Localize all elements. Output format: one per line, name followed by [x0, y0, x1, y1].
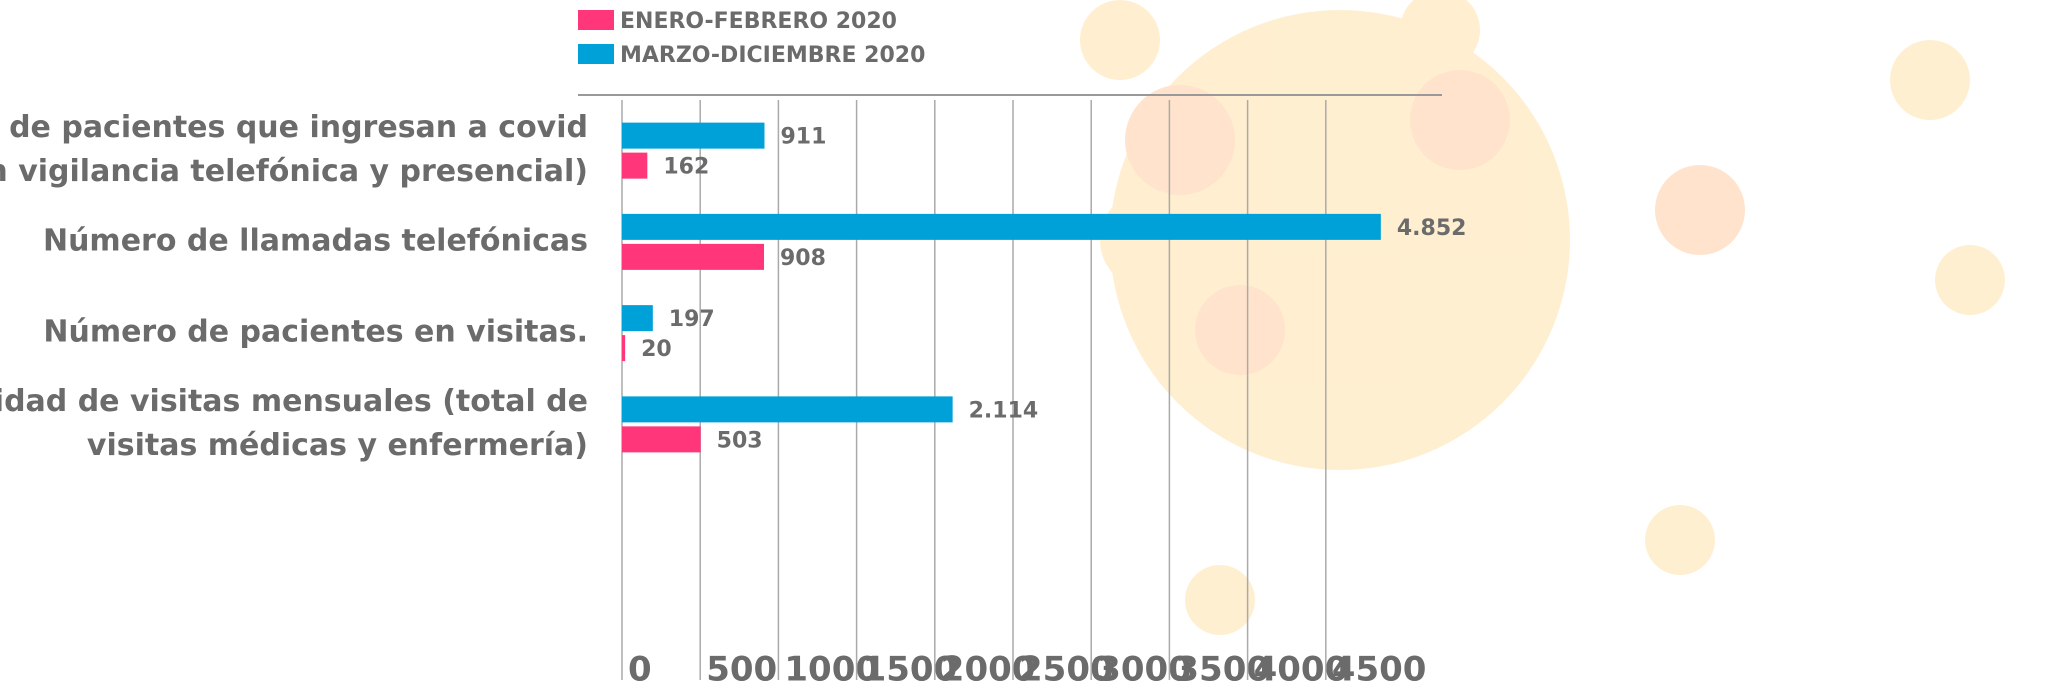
legend-swatch: [578, 44, 614, 64]
value-label: 197: [669, 307, 715, 332]
x-tick-label: 4500: [1332, 650, 1427, 690]
bar: [622, 426, 701, 452]
bar: [622, 153, 647, 179]
value-label: 503: [717, 428, 763, 453]
legend-label: MARZO-DICIEMBRE 2020: [620, 43, 925, 68]
category-label: Cantidad de visitas mensuales (total de: [0, 384, 588, 419]
x-tick-label: 0: [628, 650, 652, 690]
bar: [622, 123, 764, 149]
bar: [622, 244, 764, 270]
category-label: (positivos en vigilancia telefónica y pr…: [0, 154, 588, 189]
value-label: 911: [780, 125, 826, 150]
category-label: visitas médicas y enfermería): [87, 428, 588, 463]
bar: [622, 396, 953, 422]
category-label: Número de llamadas telefónicas: [43, 223, 588, 258]
value-label: 162: [663, 155, 709, 180]
bar: [622, 214, 1381, 240]
legend-label: ENERO-FEBRERO 2020: [620, 9, 897, 34]
legend-swatch: [578, 10, 614, 30]
category-label: Número de pacientes en visitas.: [43, 315, 588, 350]
value-label: 2.114: [969, 398, 1039, 423]
value-label: 4.852: [1397, 216, 1467, 241]
value-label: 908: [780, 246, 826, 271]
x-tick-label: 500: [706, 650, 777, 690]
bar: [622, 335, 625, 361]
chart: ENERO-FEBRERO 2020 MARZO-DICIEMBRE 2020 0 5…: [0, 0, 2057, 691]
bar: [622, 305, 653, 331]
value-label: 20: [641, 337, 672, 362]
category-label: Número de pacientes que ingresan a covid: [0, 110, 588, 145]
